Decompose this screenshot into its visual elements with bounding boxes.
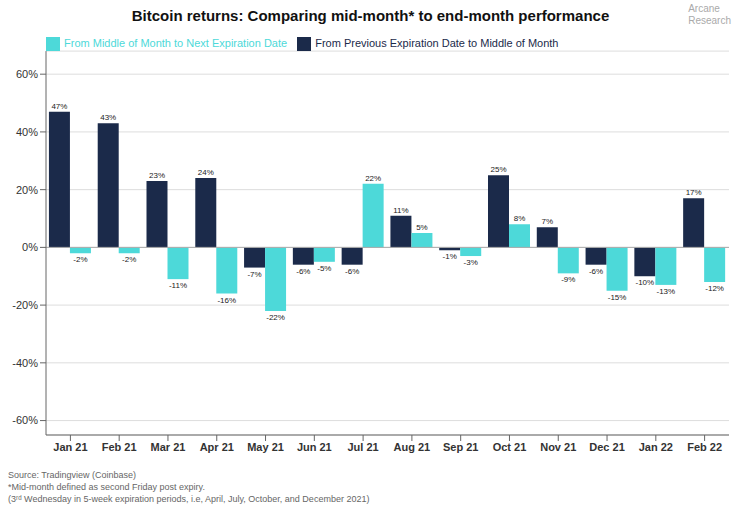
svg-text:Mar 21: Mar 21	[151, 441, 186, 453]
svg-text:-6%: -6%	[589, 267, 603, 276]
svg-text:Jul 21: Jul 21	[348, 441, 379, 453]
svg-text:Jan 21: Jan 21	[53, 441, 87, 453]
html-text:Arcane: Arcane	[688, 3, 720, 14]
svg-text:23%: 23%	[149, 171, 165, 180]
svg-text:-2%: -2%	[73, 255, 87, 264]
svg-text:-9%: -9%	[561, 275, 575, 284]
svg-text:-16%: -16%	[217, 296, 236, 305]
svg-text:Dec 21: Dec 21	[589, 441, 624, 453]
svg-text:24%: 24%	[198, 168, 214, 177]
svg-text:-7%: -7%	[247, 270, 261, 279]
svg-text:Sep 21: Sep 21	[443, 441, 478, 453]
svg-text:5%: 5%	[416, 223, 428, 232]
svg-text:Feb 21: Feb 21	[102, 441, 137, 453]
svg-text:40%: 40%	[16, 126, 38, 138]
svg-text:7%: 7%	[542, 217, 554, 226]
svg-text:-15%: -15%	[608, 293, 627, 302]
svg-text:Aug 21: Aug 21	[394, 441, 431, 453]
svg-text:-3%: -3%	[464, 258, 478, 267]
svg-text:-13%: -13%	[657, 287, 676, 296]
svg-text:Jun 21: Jun 21	[297, 441, 332, 453]
html-text:Bitcoin returns: Comparing mid: Bitcoin returns: Comparing mid-month* to…	[131, 7, 610, 24]
svg-text:Jan 22: Jan 22	[639, 441, 673, 453]
svg-text:Nov 21: Nov 21	[540, 441, 576, 453]
svg-text:-60%: -60%	[12, 414, 38, 426]
svg-text:-20%: -20%	[12, 299, 38, 311]
svg-text:22%: 22%	[365, 174, 381, 183]
svg-text:-2%: -2%	[122, 255, 136, 264]
svg-text:-40%: -40%	[12, 357, 38, 369]
svg-text:-6%: -6%	[296, 267, 310, 276]
svg-text:47%: 47%	[51, 102, 67, 111]
svg-text:-11%: -11%	[169, 281, 187, 290]
svg-text:60%: 60%	[16, 68, 38, 80]
svg-text:May 21: May 21	[247, 441, 284, 453]
html-text:Research: Research	[688, 15, 731, 26]
svg-text:-10%: -10%	[636, 278, 655, 287]
html-text:From Previous Expiration Date: From Previous Expiration Date to Middle …	[315, 37, 559, 49]
html-text:From Middle of Month to Next E: From Middle of Month to Next Expiration …	[64, 37, 288, 49]
svg-text:11%: 11%	[393, 206, 408, 215]
svg-text:8%: 8%	[514, 214, 526, 223]
html-text:Source: Tradingview (Coinbase): Source: Tradingview (Coinbase)	[8, 470, 137, 480]
svg-text:0%: 0%	[22, 241, 38, 253]
svg-text:-6%: -6%	[345, 267, 359, 276]
svg-text:-1%: -1%	[443, 252, 457, 261]
html-text:(3ʳᵈ Wednesday in 5-week expir: (3ʳᵈ Wednesday in 5-week expiration peri…	[8, 494, 370, 504]
svg-text:Apr 21: Apr 21	[200, 441, 234, 453]
svg-text:-12%: -12%	[705, 284, 724, 293]
html-text:*Mid-month defined as second F: *Mid-month defined as second Friday post…	[8, 482, 205, 492]
svg-text:25%: 25%	[490, 165, 506, 174]
svg-text:-5%: -5%	[317, 264, 331, 273]
svg-text:Feb 22: Feb 22	[687, 441, 722, 453]
svg-text:20%: 20%	[16, 184, 38, 196]
svg-text:Oct 21: Oct 21	[493, 441, 527, 453]
svg-text:17%: 17%	[686, 188, 702, 197]
svg-text:-22%: -22%	[266, 313, 285, 322]
svg-text:43%: 43%	[100, 113, 116, 122]
